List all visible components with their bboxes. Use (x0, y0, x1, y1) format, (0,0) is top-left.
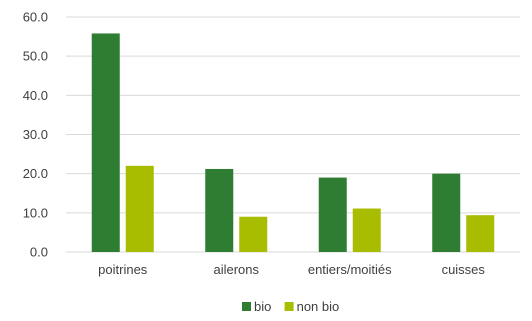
legend-swatch-non-bio (284, 302, 294, 311)
legend-label-non-bio: non bio (297, 299, 340, 314)
legend-label-bio: bio (254, 299, 271, 314)
y-tick-label: 20.0 (23, 166, 48, 181)
bar-non-bio-3 (466, 215, 495, 252)
bar-non-bio-0 (125, 165, 154, 252)
bar-bio-0 (91, 33, 120, 253)
x-tick-label: cuisses (442, 262, 486, 277)
legend-swatch-bio (242, 302, 251, 311)
bars (91, 33, 495, 253)
y-tick-label: 60.0 (23, 10, 48, 25)
y-tick-label: 30.0 (23, 127, 48, 142)
y-tick-label: 0.0 (30, 245, 48, 260)
y-axis: 0.0 10.0 20.0 30.0 40.0 50.0 60.0 (23, 10, 48, 260)
y-tick-label: 50.0 (23, 49, 48, 64)
bar-non-bio-2 (352, 208, 381, 252)
bar-bio-3 (432, 173, 461, 252)
x-tick-label: poitrines (98, 262, 148, 277)
x-axis: poitrines ailerons entiers/moitiés cuisses (98, 262, 485, 277)
y-tick-label: 40.0 (23, 88, 48, 103)
legend: bio non bio (242, 299, 339, 314)
bar-non-bio-1 (239, 216, 268, 252)
y-tick-label: 10.0 (23, 205, 48, 220)
bar-bio-2 (318, 177, 347, 252)
x-tick-label: ailerons (213, 262, 259, 277)
x-tick-label: entiers/moitiés (308, 262, 392, 277)
bar-bio-1 (205, 168, 234, 252)
